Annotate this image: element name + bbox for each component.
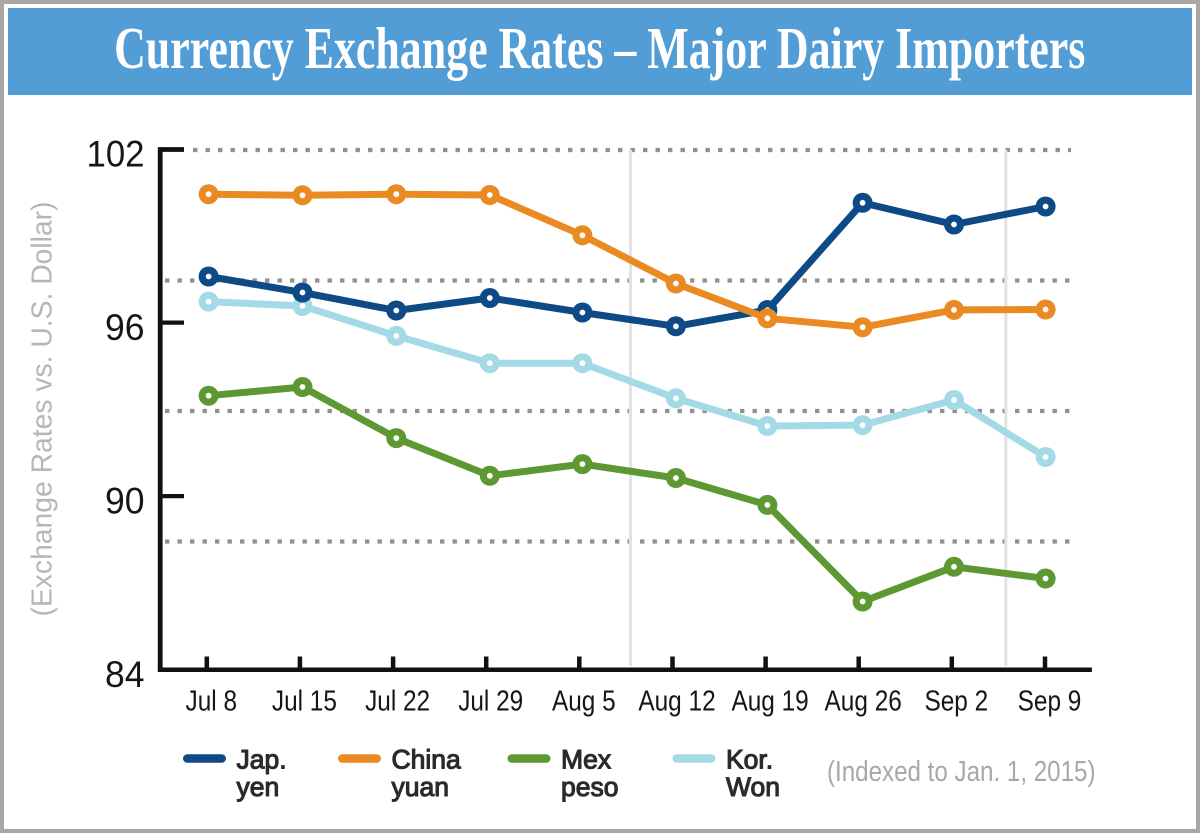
svg-text:Sep 2: Sep 2 bbox=[924, 685, 988, 717]
svg-text:Kor.: Kor. bbox=[726, 744, 773, 774]
svg-text:Won: Won bbox=[726, 772, 780, 802]
svg-text:Mex: Mex bbox=[561, 744, 611, 774]
svg-text:Aug 12: Aug 12 bbox=[638, 685, 715, 717]
svg-text:Aug 26: Aug 26 bbox=[825, 685, 902, 717]
svg-text:90: 90 bbox=[105, 480, 145, 521]
svg-text:Jul 22: Jul 22 bbox=[365, 685, 430, 717]
svg-text:yuan: yuan bbox=[392, 772, 449, 802]
svg-text:84: 84 bbox=[105, 654, 145, 695]
svg-text:Jul 8: Jul 8 bbox=[186, 685, 238, 717]
svg-text:102: 102 bbox=[87, 134, 145, 175]
svg-text:Jul 15: Jul 15 bbox=[272, 685, 337, 717]
svg-text:peso: peso bbox=[561, 772, 618, 802]
svg-text:Aug 19: Aug 19 bbox=[731, 685, 808, 717]
svg-text:China: China bbox=[392, 744, 462, 774]
svg-text:(Exchange Rates vs. U.S. Dolla: (Exchange Rates vs. U.S. Dollar) bbox=[26, 202, 58, 617]
svg-text:yen: yen bbox=[237, 772, 280, 802]
svg-text:Aug 5: Aug 5 bbox=[552, 685, 616, 717]
svg-text:Jap.: Jap. bbox=[237, 744, 287, 774]
svg-text:Jul 29: Jul 29 bbox=[458, 685, 523, 717]
svg-text:Sep 9: Sep 9 bbox=[1018, 685, 1082, 717]
svg-text:96: 96 bbox=[105, 307, 145, 348]
svg-text:(Indexed to Jan. 1, 2015): (Indexed to Jan. 1, 2015) bbox=[827, 756, 1096, 788]
